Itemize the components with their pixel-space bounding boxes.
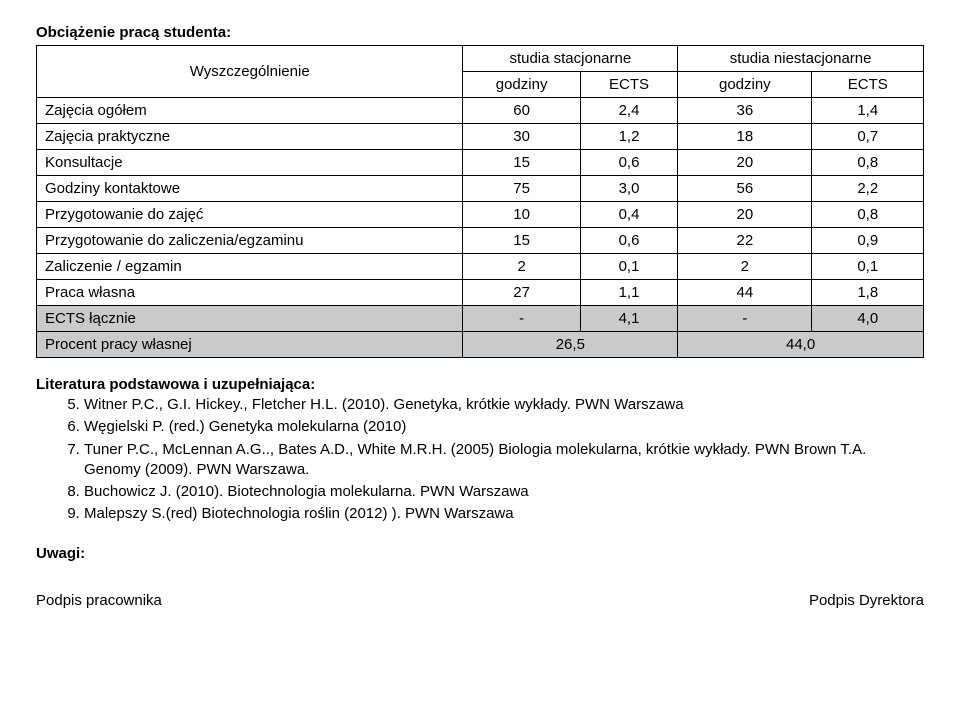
row-label: Przygotowanie do zajęć	[37, 202, 463, 228]
list-item: Witner P.C., G.I. Hickey., Fletcher H.L.…	[84, 395, 924, 415]
table-row: Konsultacje 15 0,6 20 0,8	[37, 150, 924, 176]
cell: 0,7	[812, 124, 924, 150]
table-row: Praca własna 27 1,1 44 1,8	[37, 280, 924, 306]
col-godziny-2: godziny	[678, 72, 812, 98]
cell: 1,8	[812, 280, 924, 306]
signature-right: Podpis Dyrektora	[809, 592, 924, 609]
col-spec: Wyszczególnienie	[37, 46, 463, 98]
references-list: Witner P.C., G.I. Hickey., Fletcher H.L.…	[36, 395, 924, 525]
cell: -	[463, 306, 580, 332]
cell: 2,2	[812, 176, 924, 202]
cell: 2,4	[580, 98, 677, 124]
section-heading: Obciążenie pracą studenta:	[36, 24, 924, 41]
cell: 60	[463, 98, 580, 124]
cell: 18	[678, 124, 812, 150]
cell: 75	[463, 176, 580, 202]
cell: 2	[463, 254, 580, 280]
cell: 36	[678, 98, 812, 124]
col-godziny-1: godziny	[463, 72, 580, 98]
cell: 1,1	[580, 280, 677, 306]
references-heading: Literatura podstawowa i uzupełniająca:	[36, 376, 924, 393]
list-item: Tuner P.C., McLennan A.G.., Bates A.D., …	[84, 440, 924, 481]
table-row: Godziny kontaktowe 75 3,0 56 2,2	[37, 176, 924, 202]
cell: 0,8	[812, 150, 924, 176]
col-niestac: studia niestacjonarne	[678, 46, 924, 72]
row-label: ECTS łącznie	[37, 306, 463, 332]
cell: 4,0	[812, 306, 924, 332]
cell: 4,1	[580, 306, 677, 332]
cell: 0,4	[580, 202, 677, 228]
col-ects-2: ECTS	[812, 72, 924, 98]
remarks-heading: Uwagi:	[36, 545, 924, 562]
row-label: Przygotowanie do zaliczenia/egzaminu	[37, 228, 463, 254]
cell: 44	[678, 280, 812, 306]
col-stac: studia stacjonarne	[463, 46, 678, 72]
cell: 0,6	[580, 228, 677, 254]
cell: 44,0	[678, 332, 924, 358]
row-label: Praca własna	[37, 280, 463, 306]
cell: 1,4	[812, 98, 924, 124]
pct-row: Procent pracy własnej 26,5 44,0	[37, 332, 924, 358]
cell: 20	[678, 150, 812, 176]
cell: 0,8	[812, 202, 924, 228]
cell: 0,1	[812, 254, 924, 280]
row-label: Zaliczenie / egzamin	[37, 254, 463, 280]
cell: 10	[463, 202, 580, 228]
table-row: Zajęcia ogółem 60 2,4 36 1,4	[37, 98, 924, 124]
table-row: Zajęcia praktyczne 30 1,2 18 0,7	[37, 124, 924, 150]
cell: 1,2	[580, 124, 677, 150]
col-ects-1: ECTS	[580, 72, 677, 98]
ects-total-row: ECTS łącznie - 4,1 - 4,0	[37, 306, 924, 332]
row-label: Zajęcia praktyczne	[37, 124, 463, 150]
cell: 3,0	[580, 176, 677, 202]
cell: -	[678, 306, 812, 332]
list-item: Malepszy S.(red) Biotechnologia roślin (…	[84, 504, 924, 524]
table-row: Przygotowanie do zaliczenia/egzaminu 15 …	[37, 228, 924, 254]
cell: 0,6	[580, 150, 677, 176]
signature-row: Podpis pracownika Podpis Dyrektora	[36, 592, 924, 609]
cell: 0,9	[812, 228, 924, 254]
cell: 15	[463, 228, 580, 254]
cell: 15	[463, 150, 580, 176]
row-label: Godziny kontaktowe	[37, 176, 463, 202]
row-label: Zajęcia ogółem	[37, 98, 463, 124]
list-item: Buchowicz J. (2010). Biotechnologia mole…	[84, 482, 924, 502]
list-item: Węgielski P. (red.) Genetyka molekularna…	[84, 417, 924, 437]
cell: 56	[678, 176, 812, 202]
cell: 2	[678, 254, 812, 280]
cell: 0,1	[580, 254, 677, 280]
row-label: Procent pracy własnej	[37, 332, 463, 358]
cell: 22	[678, 228, 812, 254]
workload-table: Wyszczególnienie studia stacjonarne stud…	[36, 45, 924, 358]
cell: 30	[463, 124, 580, 150]
table-row: Przygotowanie do zajęć 10 0,4 20 0,8	[37, 202, 924, 228]
cell: 20	[678, 202, 812, 228]
signature-left: Podpis pracownika	[36, 592, 162, 609]
table-row: Zaliczenie / egzamin 2 0,1 2 0,1	[37, 254, 924, 280]
cell: 26,5	[463, 332, 678, 358]
row-label: Konsultacje	[37, 150, 463, 176]
cell: 27	[463, 280, 580, 306]
